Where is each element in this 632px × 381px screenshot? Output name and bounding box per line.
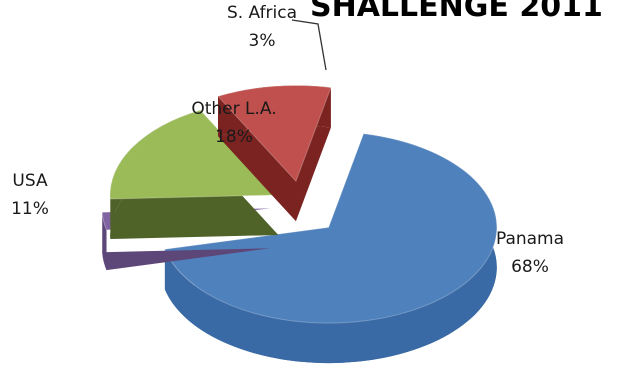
slice-label-name: S. Africa	[227, 3, 297, 23]
slice-label-name: Panama	[496, 229, 564, 249]
chart-title: SHALLENGE 2011	[310, 0, 603, 24]
slice-label-name: USA	[12, 171, 48, 191]
slice-label-percent: 68%	[511, 257, 549, 277]
pie-slices	[102, 86, 497, 364]
slice-label-percent: 3%	[249, 31, 276, 51]
slice-label-percent: 11%	[11, 199, 49, 219]
slice-label-name: Other L.A.	[191, 99, 276, 119]
leader-line	[292, 20, 326, 70]
slice-label-percent: 18%	[215, 127, 253, 147]
